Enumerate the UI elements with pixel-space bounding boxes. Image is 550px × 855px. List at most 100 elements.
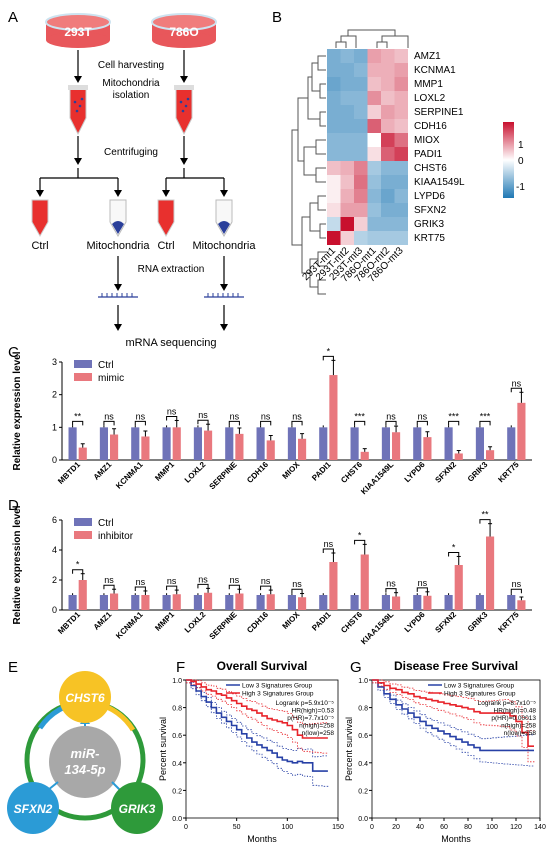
heatmap-cell <box>340 161 354 175</box>
significance-label: *** <box>354 411 365 421</box>
heatmap-cell <box>367 77 381 91</box>
category-label: KRT75 <box>496 610 521 635</box>
category-label: GRIK3 <box>466 610 490 634</box>
rna-strand-right <box>204 293 244 298</box>
significance-label: ns <box>512 378 522 388</box>
y-tick-label: 0 <box>52 605 57 615</box>
significance-label: ns <box>261 411 271 421</box>
significance-bracket <box>260 585 272 591</box>
category-label: LOXL2 <box>183 610 208 635</box>
heatmap-row-label: LYPD6 <box>414 191 445 202</box>
bar-treatment <box>486 536 495 610</box>
significance-label: ns <box>418 411 428 421</box>
heatmap-grid <box>327 49 408 245</box>
x-tick-label: 0 <box>184 824 188 831</box>
panel-f-label: F <box>176 659 185 676</box>
category-label: MIOX <box>281 460 302 481</box>
y-tick-label: 0.4 <box>358 761 368 768</box>
dish-786o-label: 786O <box>169 25 198 39</box>
category-label: PADI1 <box>310 460 333 483</box>
heatmap-cell <box>394 119 408 133</box>
heatmap-cell <box>367 133 381 147</box>
significance-label: ns <box>230 575 240 585</box>
grik3-label: GRIK3 <box>119 802 156 816</box>
significance-bracket <box>416 420 428 426</box>
heatmap-cell <box>381 175 395 189</box>
bar-treatment <box>172 594 181 610</box>
x-tick-label: 50 <box>233 824 241 831</box>
category-label: LYPD6 <box>403 610 427 634</box>
legend-label: Ctrl <box>98 518 114 529</box>
heatmap-cell <box>354 63 368 77</box>
heatmap-row-label: AMZ1 <box>414 51 441 62</box>
category-label: MMP1 <box>153 460 176 483</box>
bar-treatment <box>360 451 369 460</box>
significance-label: ns <box>292 579 302 589</box>
x-tick-label: 80 <box>464 824 472 831</box>
significance-label: * <box>358 530 362 540</box>
significance-bracket <box>228 584 240 590</box>
bar-treatment <box>78 580 87 610</box>
survival-curve <box>372 679 534 752</box>
workflow-panel: A 293T 786O Cell harvesting Mitochondria… <box>8 9 256 349</box>
legend-label: High 3 Signatures Group <box>444 691 516 698</box>
significance-bracket <box>510 387 522 393</box>
heatmap-cell <box>340 217 354 231</box>
panel-e-label: E <box>8 659 18 676</box>
stat-line: p(HR)=7.7x10⁻⁵ <box>287 715 334 722</box>
legend-label: inhibitor <box>98 531 134 542</box>
x-tick-label: 20 <box>392 824 400 831</box>
x-tick-label: 60 <box>440 824 448 831</box>
bar-treatment <box>110 434 119 460</box>
y-tick-label: 3 <box>52 357 57 367</box>
heatmap-cell <box>354 105 368 119</box>
bar-ctrl <box>507 595 516 610</box>
heatmap-cell <box>340 91 354 105</box>
heatmap-cell <box>327 91 341 105</box>
bar-ctrl <box>475 595 484 610</box>
step-centrifuging: Centrifuging <box>104 147 158 158</box>
bar-ctrl <box>319 595 328 610</box>
bar-ctrl <box>287 595 296 610</box>
significance-bracket <box>197 419 209 425</box>
category-label: CHST6 <box>339 460 364 485</box>
dish-293t: 293T <box>45 13 111 48</box>
significance-label: * <box>452 542 456 552</box>
legend-tick-1: 1 <box>518 140 524 151</box>
heatmap-row-label: LOXL2 <box>414 93 446 104</box>
y-tick-label: 0.0 <box>172 816 182 823</box>
y-tick-label: 0.6 <box>172 733 182 740</box>
y-tick-label: 0.6 <box>358 733 368 740</box>
heatmap-cell <box>381 147 395 161</box>
heatmap-cell <box>381 189 395 203</box>
significance-label: ns <box>136 411 146 421</box>
category-label: SFXN2 <box>433 460 458 485</box>
y-axis-label: Relative expression level <box>12 505 23 624</box>
significance-bracket <box>479 519 491 524</box>
heatmap-cell <box>381 77 395 91</box>
bar-treatment <box>454 453 463 460</box>
tube-label-mito-2: Mitochondria <box>193 240 257 252</box>
bar-treatment <box>298 438 307 460</box>
significance-bracket <box>385 588 397 593</box>
significance-bracket <box>479 420 491 426</box>
heatmap-cell <box>381 91 395 105</box>
significance-bracket <box>416 587 428 592</box>
step-rna-extraction: RNA extraction <box>138 264 205 275</box>
heatmap-cell <box>381 105 395 119</box>
y-tick-label: 0.4 <box>172 761 182 768</box>
bar-treatment <box>423 437 432 460</box>
overall-survival-chart: Overall Survival 0.0 0.2 0.4 0.6 0.8 1.0 0 50 100… <box>158 659 344 844</box>
stat-line: p(HR)=0.00013 <box>491 715 536 722</box>
heatmap-cell <box>327 217 341 231</box>
significance-bracket <box>291 420 303 426</box>
heatmap-panel: B AMZ1 KCNMA1 MMP1 LOXL2 SERPINE1 CDH16 MIOX PA… <box>272 9 525 295</box>
y-tick-label: 2 <box>52 390 57 400</box>
significance-bracket <box>103 584 115 590</box>
x-tick-label: 0 <box>370 824 374 831</box>
grik3-node <box>111 782 163 834</box>
heatmap-cell <box>367 217 381 231</box>
significance-label: ns <box>292 411 302 421</box>
